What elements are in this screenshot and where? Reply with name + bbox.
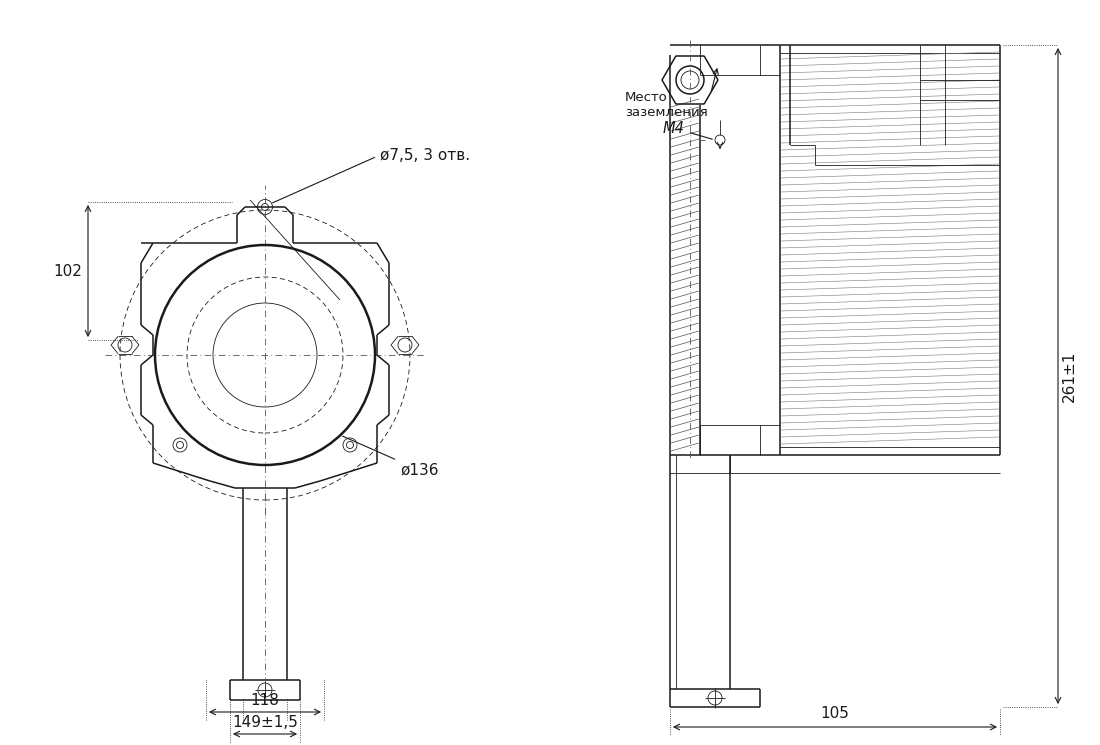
Text: ø136: ø136 [342, 436, 439, 478]
Text: 118: 118 [251, 693, 279, 708]
Text: 149±1,5: 149±1,5 [232, 715, 298, 730]
Text: 102: 102 [53, 264, 82, 279]
Text: 105: 105 [821, 706, 849, 721]
Text: Место
заземления: Место заземления [625, 69, 718, 119]
Text: M4: M4 [663, 121, 713, 139]
Text: ø7,5, 3 отв.: ø7,5, 3 отв. [273, 148, 470, 203]
Text: 261±1: 261±1 [1062, 350, 1077, 402]
